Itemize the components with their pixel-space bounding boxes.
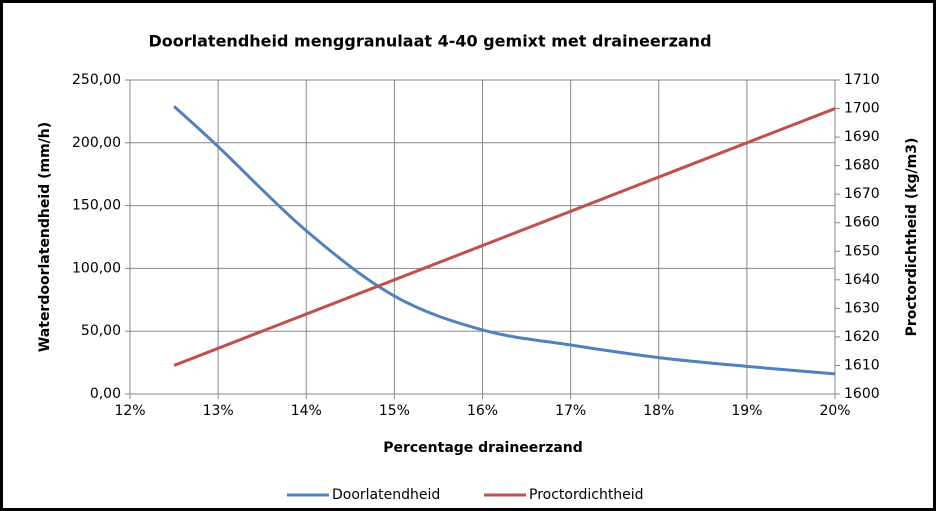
y-axis-label: Waterdoorlatendheid (mm/h) bbox=[37, 122, 53, 352]
y2-tick-label: 1710 bbox=[844, 72, 880, 88]
y2-tick-label: 1660 bbox=[844, 215, 880, 231]
y2-tick-label: 1670 bbox=[844, 186, 880, 202]
x-tick-label: 12% bbox=[114, 403, 145, 419]
plot-border bbox=[129, 79, 836, 395]
y2-tick-label: 1640 bbox=[844, 272, 880, 288]
legend-label: Doorlatendheid bbox=[332, 487, 440, 503]
x-tick-label: 19% bbox=[731, 403, 762, 419]
y-tick-label: 0,00 bbox=[90, 386, 121, 402]
x-tick-label: 15% bbox=[379, 403, 410, 419]
x-tick-label: 17% bbox=[555, 403, 586, 419]
y-tick-label: 50,00 bbox=[81, 323, 121, 339]
series-line bbox=[173, 105, 836, 376]
y2-tick-label: 1600 bbox=[844, 386, 880, 402]
x-tick-label: 18% bbox=[643, 403, 674, 419]
y-tick-label: 200,00 bbox=[72, 135, 121, 151]
y2-tick-label: 1680 bbox=[844, 158, 880, 174]
y2-tick-label: 1610 bbox=[844, 357, 880, 373]
y2-axis-label: Proctordichtheid (kg/m3) bbox=[904, 138, 920, 337]
x-tick-label: 14% bbox=[291, 403, 322, 419]
x-tick-label: 13% bbox=[203, 403, 234, 419]
legend-label: Proctordichtheid bbox=[529, 487, 644, 503]
x-tick-label: 16% bbox=[467, 403, 498, 419]
x-axis-label: Percentage draineerzand bbox=[383, 440, 583, 456]
y-tick-label: 250,00 bbox=[72, 72, 121, 88]
x-tick-label: 20% bbox=[819, 403, 850, 419]
y2-tick-label: 1630 bbox=[844, 300, 880, 316]
y-tick-label: 100,00 bbox=[72, 260, 121, 276]
y2-tick-label: 1700 bbox=[844, 101, 880, 117]
y2-tick-label: 1620 bbox=[844, 329, 880, 345]
chart-title: Doorlatendheid menggranulaat 4-40 gemixt… bbox=[148, 32, 711, 51]
y-tick-label: 150,00 bbox=[72, 198, 121, 214]
y2-tick-label: 1650 bbox=[844, 243, 880, 259]
series-line bbox=[173, 107, 836, 367]
y2-tick-label: 1690 bbox=[844, 129, 880, 145]
